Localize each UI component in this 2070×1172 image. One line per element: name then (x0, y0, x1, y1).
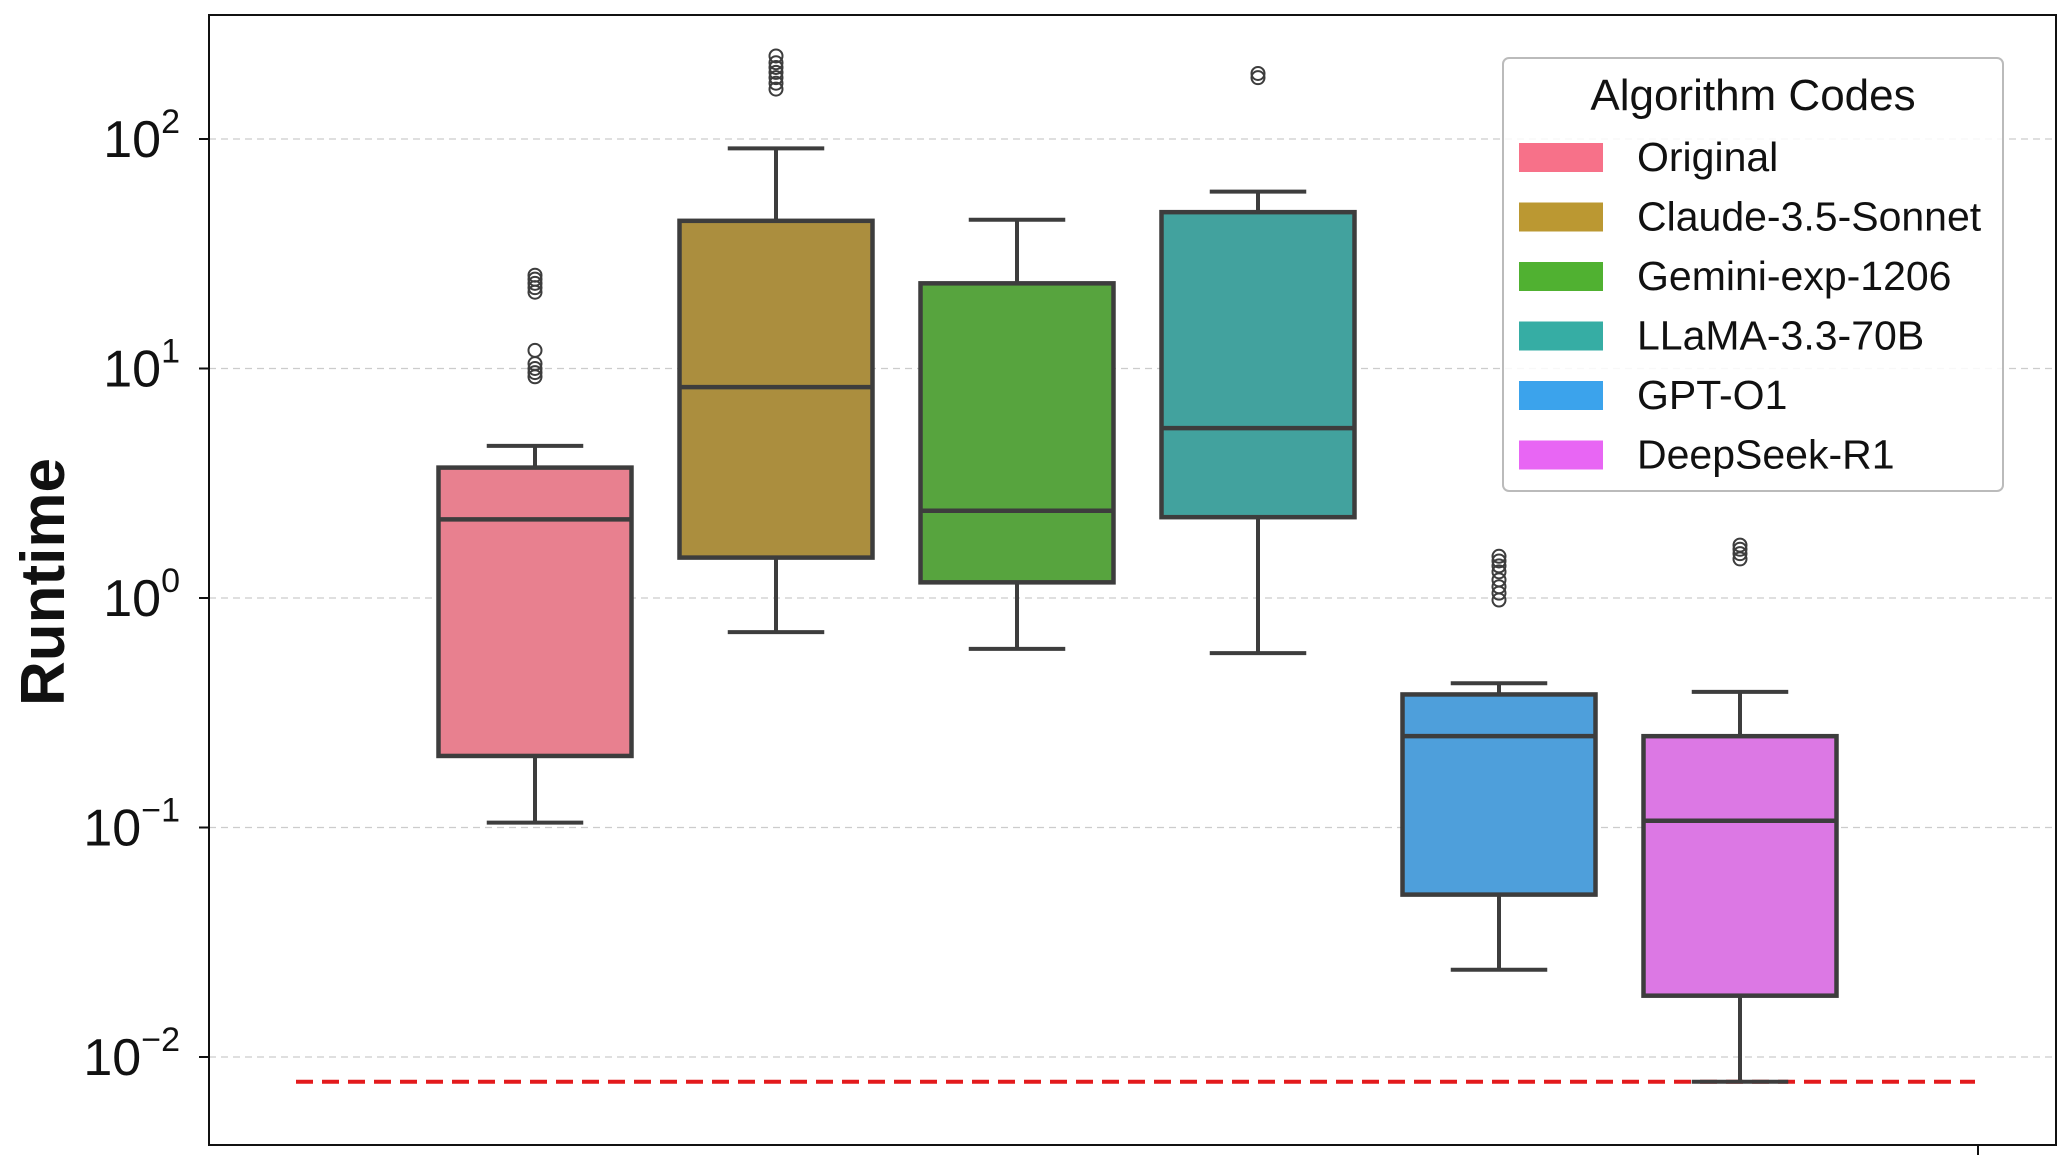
outlier-point (768, 55, 784, 71)
iqr-box (1641, 733, 1839, 998)
box-claude-3-5-sonnet (677, 48, 875, 635)
outlier-point (1491, 548, 1507, 564)
legend-swatch (1519, 143, 1603, 172)
y-tick-label: 100 (103, 562, 180, 628)
legend-item-label: Original (1637, 134, 1778, 180)
outlier-point (1732, 537, 1748, 553)
y-tick-label: 102 (103, 103, 180, 169)
outlier-point (1491, 553, 1507, 569)
legend-swatch (1519, 440, 1603, 470)
outlier-point (1491, 564, 1507, 580)
legend-item-label: GPT-O1 (1637, 372, 1787, 418)
outlier-point (527, 267, 543, 283)
legend: Algorithm Codes Original Claude-3.5-Sonnet… (1502, 57, 2004, 492)
y-axis-label: Runtime (9, 458, 78, 706)
iqr-box (1159, 209, 1357, 520)
outlier-point (1250, 70, 1266, 86)
outlier-point (1732, 546, 1748, 562)
y-axis: 10−2 10−1 100 101 102 (83, 103, 1979, 1155)
iqr-box (436, 465, 634, 759)
outlier-point (527, 365, 543, 381)
outlier-point (1491, 579, 1507, 595)
outlier-point (768, 48, 784, 64)
box-gemini-exp-1206 (918, 217, 1116, 651)
plot-frame (208, 14, 2057, 1146)
outlier-point (768, 59, 784, 75)
outlier-point (1732, 541, 1748, 557)
legend-swatch (1519, 321, 1603, 351)
box-original (436, 267, 634, 825)
legend-swatch (1519, 262, 1603, 291)
legend-swatch (1519, 381, 1603, 410)
y-tick-label: 10−1 (83, 792, 180, 858)
legend-title: Algorithm Codes (1590, 71, 1915, 120)
outlier-point (768, 81, 784, 97)
outlier-point (527, 275, 543, 291)
outlier-point (768, 70, 784, 86)
outlier-point (1491, 558, 1507, 574)
box-llama-3-3-70b (1159, 65, 1357, 656)
box-deepseek-r1 (1641, 537, 1839, 1084)
outlier-point (768, 64, 784, 80)
y-tick-label: 10−2 (83, 1021, 180, 1087)
outlier-point (527, 271, 543, 287)
y-tick-label: 101 (103, 333, 180, 399)
outlier-point (768, 75, 784, 91)
legend-box (1502, 57, 2004, 492)
outlier-point (527, 342, 543, 358)
legend-item-label: LLaMA-3.3-70B (1637, 313, 1924, 359)
legend-item-label: Claude-3.5-Sonnet (1637, 194, 1982, 240)
boxes-layer (436, 48, 1839, 1084)
legend-item-label: Gemini-exp-1206 (1637, 253, 1952, 299)
iqr-box (918, 281, 1116, 585)
outlier-point (527, 361, 543, 376)
box-gpt-o1 (1400, 548, 1598, 972)
legend-swatch (1519, 202, 1603, 232)
legend-item-label: DeepSeek-R1 (1637, 432, 1895, 478)
iqr-box (1400, 692, 1598, 897)
outlier-point (1250, 65, 1266, 81)
